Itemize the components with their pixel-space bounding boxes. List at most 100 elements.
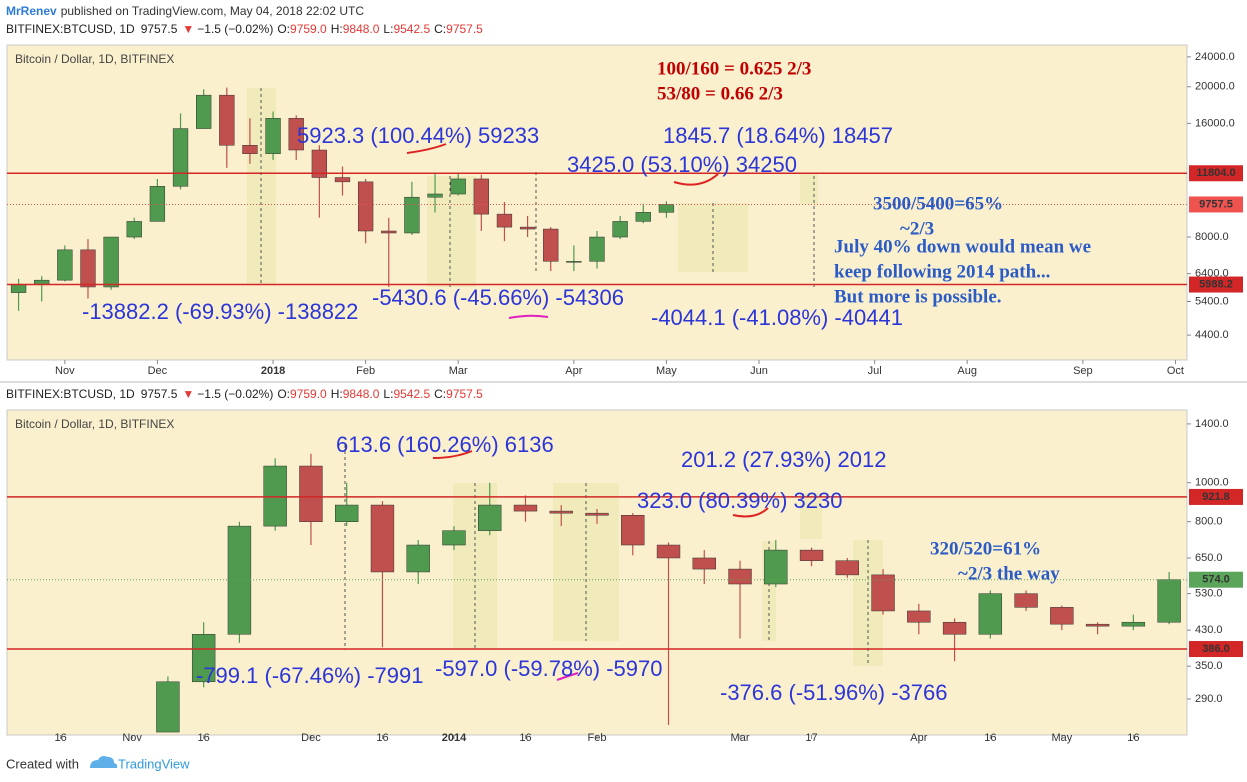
x-tick-label: 16 xyxy=(519,732,531,744)
header-part: ▼ xyxy=(182,387,194,401)
candle-body xyxy=(103,236,119,288)
annotation: -799.1 (-67.46%) -7991 xyxy=(196,663,423,688)
header-part: 9757.5 xyxy=(141,22,178,36)
candle-body xyxy=(835,560,859,576)
x-tick-label: Nov xyxy=(122,732,142,744)
candle-body xyxy=(149,186,166,222)
x-tick-label: Apr xyxy=(910,732,927,744)
author[interactable]: MrRenev xyxy=(6,4,57,18)
x-tick-label: May xyxy=(656,365,677,377)
annotation: 201.2 (27.93%) 2012 xyxy=(681,447,887,472)
x-tick-label: Dec xyxy=(301,732,321,744)
candle-body xyxy=(585,512,609,516)
candle-body xyxy=(519,226,536,230)
candle-body xyxy=(172,128,189,187)
x-tick-label: 2014 xyxy=(442,732,467,744)
y-tick-label: 530.0 xyxy=(1195,588,1223,600)
x-tick-label: Aug xyxy=(957,365,977,377)
x-tick-label: 16 xyxy=(376,732,388,744)
candle-body xyxy=(57,249,73,281)
price-marker-label: 11804.0 xyxy=(1196,167,1235,179)
candle-body xyxy=(692,557,716,570)
header-part: L: xyxy=(383,22,393,36)
candle-body xyxy=(34,279,50,285)
candle-body xyxy=(635,212,651,222)
candle-body xyxy=(80,249,96,288)
annotation: -13882.2 (-69.93%) -138822 xyxy=(82,299,358,324)
x-tick-label: Mar xyxy=(449,365,468,377)
price-marker-label: 5988.2 xyxy=(1199,278,1233,290)
candle-body xyxy=(450,178,466,195)
candle-body xyxy=(513,504,538,512)
y-tick-label: 1400.0 xyxy=(1195,418,1229,430)
candle-body xyxy=(1157,579,1181,623)
candle-body xyxy=(473,178,489,215)
candle-body xyxy=(1050,607,1074,625)
candles xyxy=(10,87,675,311)
x-tick-label: 16 xyxy=(198,732,210,744)
candle-body xyxy=(196,94,212,129)
candle-body xyxy=(219,94,235,146)
header-part: 9759.0 xyxy=(290,387,327,401)
candle-body xyxy=(334,177,351,183)
annotation: keep following 2014 path... xyxy=(834,261,1050,282)
candle-body xyxy=(357,181,374,232)
candle-body xyxy=(549,510,573,514)
measure-lines xyxy=(260,88,869,666)
header-part: 9848.0 xyxy=(343,387,380,401)
candle-body xyxy=(621,515,645,546)
candle-body xyxy=(566,261,582,263)
candle-body xyxy=(589,236,605,262)
chart-title: Bitcoin / Dollar, 1D, BITFINEX xyxy=(15,417,174,431)
x-tick-label: Jun xyxy=(750,365,768,377)
annotation: -5430.6 (-45.66%) -54306 xyxy=(372,285,624,310)
candle-body xyxy=(1121,621,1146,627)
pen-marks xyxy=(406,143,769,681)
x-tick-label: 16 xyxy=(55,732,67,744)
candle-body xyxy=(370,504,395,573)
header-part: H: xyxy=(331,22,343,36)
header-part: 9542.5 xyxy=(393,387,430,401)
candle-body xyxy=(478,504,502,531)
y-tick-label: 430.0 xyxy=(1195,624,1223,636)
candle-body xyxy=(263,465,287,527)
x-tick-label: Oct xyxy=(1167,365,1184,377)
candle-body xyxy=(612,221,628,238)
header-part: O: xyxy=(277,22,290,36)
header-part: ▼ xyxy=(182,22,194,36)
candle-body xyxy=(942,621,967,635)
price-marker xyxy=(1189,276,1243,293)
y-tick-label: 8000.0 xyxy=(1195,231,1229,243)
x-tick-label: Apr xyxy=(565,365,582,377)
candle-body xyxy=(265,118,281,154)
price-marker-label: 574.0 xyxy=(1202,574,1230,586)
y-tick-label: 1000.0 xyxy=(1195,477,1229,489)
header-part: 9757.5 xyxy=(446,387,483,401)
x-tick-label: Sep xyxy=(1073,365,1093,377)
x-tick-label: 16 xyxy=(1127,732,1139,744)
published-text: published on TradingView.com, May 04, 20… xyxy=(61,4,365,18)
annotation: 320/520=61% xyxy=(930,538,1041,559)
candle-body xyxy=(907,610,931,623)
header-part: O: xyxy=(277,387,290,401)
candle-body xyxy=(191,634,216,683)
candle-body xyxy=(126,221,142,238)
y-tick-label: 24000.0 xyxy=(1195,51,1235,63)
y-tick-label: 650.0 xyxy=(1195,552,1223,564)
x-tick-label: Dec xyxy=(148,365,168,377)
y-tick-label: 16000.0 xyxy=(1195,117,1235,129)
header-part: 9759.0 xyxy=(290,22,327,36)
footer-brand[interactable]: TradingView xyxy=(118,756,190,771)
price-marker-label: 921.8 xyxy=(1202,491,1230,503)
header-part: C: xyxy=(434,387,446,401)
candle-body xyxy=(543,228,559,262)
annotation: 323.0 (80.39%) 3230 xyxy=(637,488,843,513)
candle-body xyxy=(156,681,180,733)
candle-body xyxy=(656,544,681,559)
footer-text: Created with xyxy=(6,756,79,771)
x-tick-label: Feb xyxy=(588,732,607,744)
header-part: 9848.0 xyxy=(343,22,380,36)
candle-body xyxy=(406,544,430,573)
price-marker xyxy=(1189,571,1243,588)
